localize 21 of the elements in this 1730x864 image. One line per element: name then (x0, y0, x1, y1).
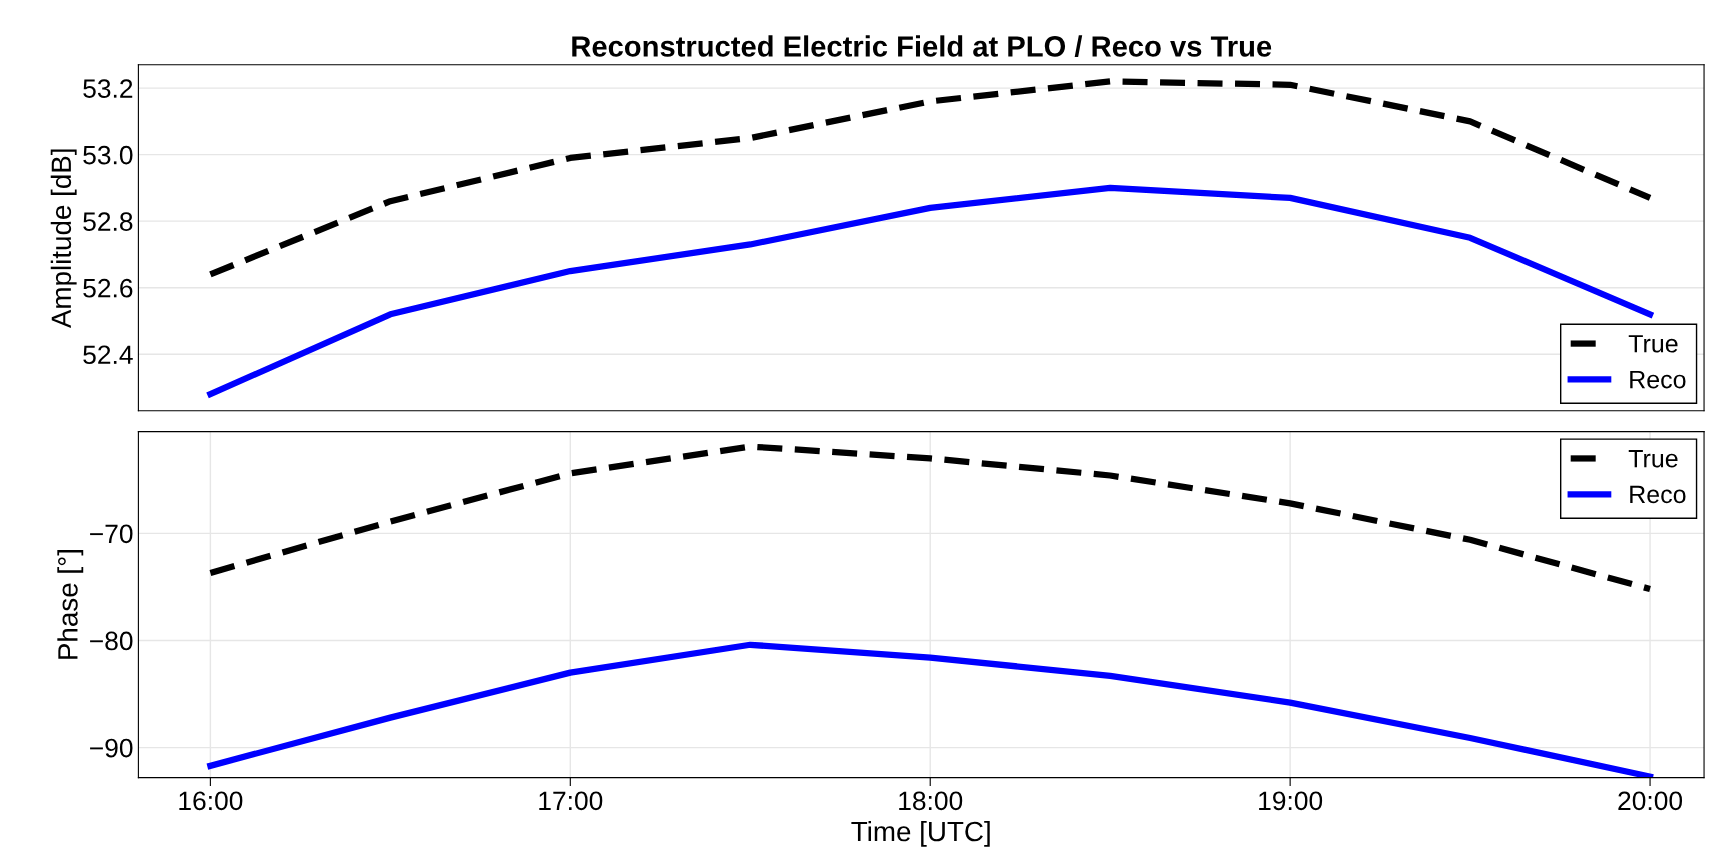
x-tick-label: 20:00 (1618, 791, 1683, 811)
y-tick-label: 53.0 (83, 145, 133, 165)
x-tick-label: 18:00 (899, 791, 963, 811)
y-tick-label: −90 (90, 738, 133, 758)
legend-label: True (1628, 335, 1678, 353)
y-tick-label: 52.4 (83, 345, 133, 365)
y-tick-label: 53.2 (83, 79, 133, 98)
x-tick-label: 17:00 (539, 791, 603, 811)
y-tick-label: 52.6 (83, 278, 133, 298)
x-tick-label: 16:00 (179, 791, 243, 811)
x-tick-label: 19:00 (1259, 791, 1323, 811)
chart-title: Reconstructed Electric Field at PLO / Reco vs True (572, 35, 1272, 58)
y-tick-label: −70 (90, 524, 133, 544)
y-tick-label: −80 (90, 631, 133, 651)
y-axis-title: Phase [°] (57, 550, 84, 659)
legend-label: Reco (1630, 370, 1686, 389)
y-axis-title: Amplitude [dB] (50, 149, 77, 329)
y-tick-label: 52.8 (83, 212, 133, 231)
legend-label: Reco (1630, 485, 1686, 504)
text: True (1628, 450, 1678, 468)
x-axis-title: Time [UTC] (851, 820, 990, 847)
